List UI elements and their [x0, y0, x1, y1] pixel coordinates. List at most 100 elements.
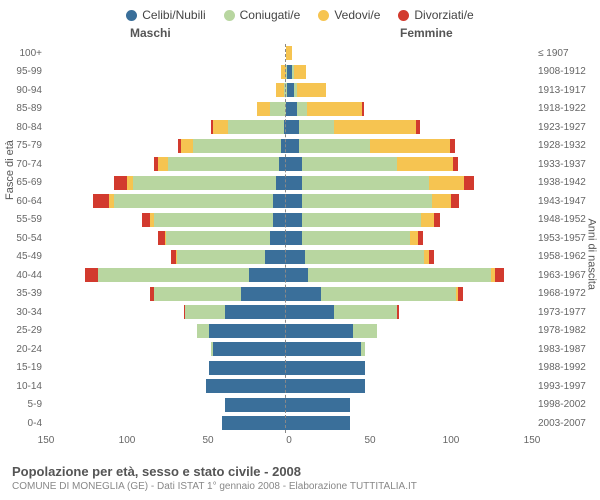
segment: [302, 157, 398, 171]
segment: [185, 305, 225, 319]
segment: [241, 287, 289, 301]
female-bar: [289, 231, 423, 245]
segment: [299, 120, 334, 134]
segment: [289, 342, 361, 356]
chart-title: Popolazione per età, sesso e stato civil…: [12, 464, 417, 479]
segment: [451, 194, 459, 208]
female-bar: [289, 324, 377, 338]
female-bar: [289, 379, 365, 393]
bar-pair: [46, 194, 532, 208]
birth-year-label: 2003-2007: [532, 418, 600, 429]
birth-year-label: ≤ 1907: [532, 48, 600, 59]
segment: [289, 157, 302, 171]
segment: [158, 157, 168, 171]
birth-year-label: 1963-1967: [532, 270, 600, 281]
birth-year-label: 1983-1987: [532, 344, 600, 355]
segment: [168, 157, 280, 171]
age-row: 10-141993-1997: [0, 377, 600, 396]
bar-pair: [46, 268, 532, 282]
age-row: 55-591948-1952: [0, 211, 600, 230]
segment: [289, 416, 350, 430]
age-label: 45-49: [0, 251, 46, 262]
birth-year-label: 1998-2002: [532, 399, 600, 410]
bar-pair: [46, 65, 532, 79]
age-row: 70-741933-1937: [0, 155, 600, 174]
segment: [302, 176, 429, 190]
age-label: 80-84: [0, 122, 46, 133]
segment: [289, 268, 308, 282]
male-bar: [85, 268, 289, 282]
segment: [225, 398, 289, 412]
segment: [276, 83, 284, 97]
segment: [222, 416, 289, 430]
segment: [213, 120, 229, 134]
age-row: 95-991908-1912: [0, 63, 600, 82]
legend-item: Vedovi/e: [318, 8, 380, 22]
zero-axis: [285, 44, 286, 433]
male-bar: [178, 139, 289, 153]
female-bar: [289, 46, 292, 60]
x-tick: 100: [443, 435, 460, 446]
segment: [302, 213, 422, 227]
age-label: 5-9: [0, 399, 46, 410]
bar-pair: [46, 250, 532, 264]
segment: [85, 268, 98, 282]
segment: [289, 176, 302, 190]
age-label: 30-34: [0, 307, 46, 318]
age-label: 15-19: [0, 362, 46, 373]
bar-pair: [46, 83, 532, 97]
bar-pair: [46, 398, 532, 412]
segment: [270, 102, 286, 116]
segment: [297, 102, 307, 116]
bar-pair: [46, 46, 532, 60]
female-bar: [289, 361, 365, 375]
segment: [213, 342, 289, 356]
female-bar: [289, 139, 455, 153]
segment: [321, 287, 456, 301]
bar-pair: [46, 305, 532, 319]
age-label: 95-99: [0, 66, 46, 77]
bar-pair: [46, 342, 532, 356]
segment: [289, 139, 299, 153]
male-bar: [93, 194, 289, 208]
bar-pair: [46, 379, 532, 393]
segment: [334, 305, 398, 319]
x-tick: 0: [286, 435, 292, 446]
age-row: 45-491958-1962: [0, 248, 600, 267]
legend-item: Divorziati/e: [398, 8, 473, 22]
bar-pair: [46, 361, 532, 375]
x-tick: 100: [119, 435, 136, 446]
x-tick: 150: [524, 435, 541, 446]
legend-item: Celibi/Nubili: [126, 8, 205, 22]
segment: [289, 213, 302, 227]
segment: [154, 213, 274, 227]
bar-pair: [46, 157, 532, 171]
segment: [334, 120, 417, 134]
male-bar: [150, 287, 289, 301]
segment: [270, 231, 289, 245]
male-bar: [142, 213, 289, 227]
segment: [495, 268, 505, 282]
bar-pair: [46, 287, 532, 301]
female-bar: [289, 305, 399, 319]
bar-pair: [46, 324, 532, 338]
segment: [289, 324, 353, 338]
birth-year-label: 1973-1977: [532, 307, 600, 318]
segment: [197, 324, 210, 338]
segment: [257, 102, 270, 116]
legend-swatch: [224, 10, 235, 21]
birth-year-label: 1918-1922: [532, 103, 600, 114]
age-label: 20-24: [0, 344, 46, 355]
male-bar: [209, 361, 289, 375]
bar-pair: [46, 120, 532, 134]
header-female: Femmine: [400, 26, 453, 40]
segment: [353, 324, 377, 338]
segment: [410, 231, 418, 245]
chart-container: Celibi/NubiliConiugati/eVedovi/eDivorzia…: [0, 0, 600, 500]
legend-label: Vedovi/e: [334, 8, 380, 22]
bar-pair: [46, 176, 532, 190]
age-row: 50-541953-1957: [0, 229, 600, 248]
birth-year-label: 1953-1957: [532, 233, 600, 244]
male-bar: [197, 324, 289, 338]
male-bar: [206, 379, 289, 393]
